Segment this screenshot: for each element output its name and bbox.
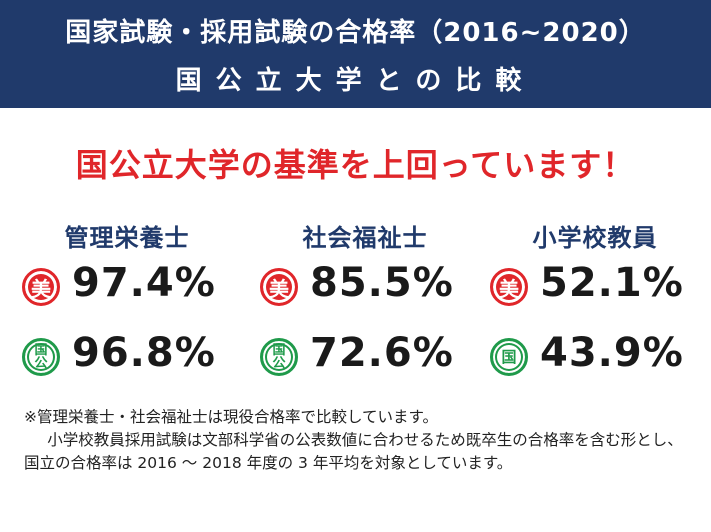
stat-row-koku: 国 公 96.8% (12, 330, 242, 392)
stat-row-koku: 国 43.9% (480, 330, 710, 392)
bi-badge-icon: 美 (22, 268, 60, 306)
bi-badge-icon: 美 (260, 268, 298, 306)
stat-column-shakai-fukushishi: 社会福祉士 美 85.5% 国 公 72.6% (250, 218, 480, 392)
stat-value: 96.8% (72, 330, 216, 376)
footnote-line: ※管理栄養士・社会福祉士は現役合格率で比較しています。 (24, 408, 438, 426)
stat-column-kanri-eiyoushi: 管理栄養士 美 97.4% 国 公 96.8% (12, 218, 242, 392)
column-title: 社会福祉士 (302, 224, 428, 252)
stat-value: 97.4% (72, 260, 216, 306)
column-title: 管理栄養士 (64, 224, 190, 252)
stat-value: 52.1% (540, 260, 684, 306)
stat-row-bi: 美 97.4% (12, 260, 242, 322)
headline: 国公立大学の基準を上回っています！ (75, 146, 636, 184)
header-title: 国家試験・採用試験の合格率（2016~2020） (65, 18, 646, 48)
header-banner: 国家試験・採用試験の合格率（2016~2020） 国公立大学との比較 (0, 0, 711, 108)
stat-column-shougakkou-kyouin: 小学校教員 美 52.1% 国 43.9% (480, 218, 710, 392)
header-subtitle: 国公立大学との比較 (175, 66, 536, 96)
stat-value: 43.9% (540, 330, 684, 376)
kokuritsu-badge-icon: 国 (490, 338, 528, 376)
kokukou-badge-icon: 国 公 (22, 338, 60, 376)
stat-value: 85.5% (310, 260, 454, 306)
column-title: 小学校教員 (532, 224, 658, 252)
stat-row-bi: 美 85.5% (250, 260, 480, 322)
stat-row-bi: 美 52.1% (480, 260, 710, 322)
stat-value: 72.6% (310, 330, 454, 376)
footnote-paragraph: 小学校教員採用試験は文部科学省の公表数値に合わせるため既卒生の合格率を含む形とし… (24, 431, 683, 472)
footnote: ※管理栄養士・社会福祉士は現役合格率で比較しています。 小学校教員採用試験は文部… (24, 406, 694, 475)
stat-row-koku: 国 公 72.6% (250, 330, 480, 392)
bi-badge-icon: 美 (490, 268, 528, 306)
kokukou-badge-icon: 国 公 (260, 338, 298, 376)
